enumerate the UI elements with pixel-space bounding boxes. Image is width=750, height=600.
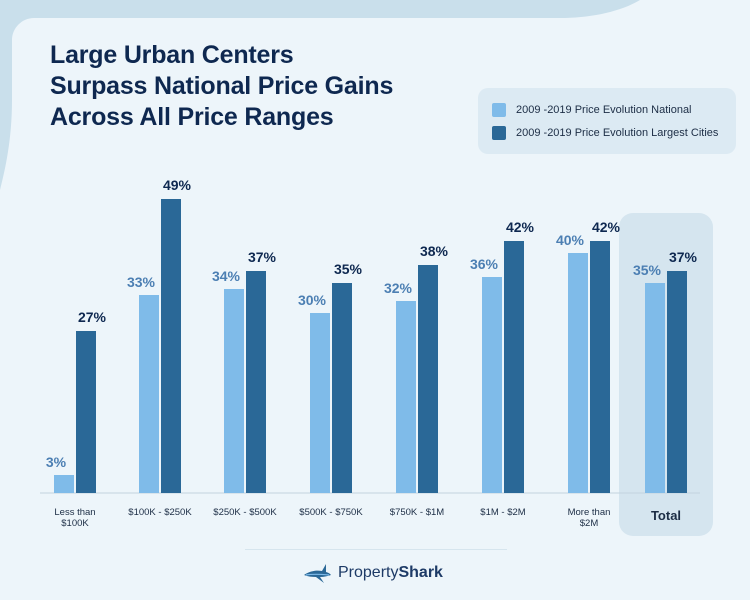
brand-name-part1: Property [338, 564, 399, 581]
legend-label: 2009 -2019 Price Evolution Largest Citie… [516, 126, 719, 139]
title-line: Large Urban Centers [50, 41, 294, 69]
x-tick-label: $500K - $750K [299, 507, 363, 518]
x-tick-label: $2M [580, 518, 599, 529]
data-label-national: 33% [127, 274, 156, 290]
x-tick-label: $100K [61, 518, 89, 529]
data-label-national: 34% [212, 268, 241, 284]
shark-logo-icon [304, 564, 331, 583]
data-label-national: 3% [46, 454, 67, 470]
data-label-cities: 27% [78, 309, 107, 325]
legend: 2009 -2019 Price Evolution National 2009… [478, 88, 736, 154]
data-label-national: 35% [633, 262, 662, 278]
bar-national [139, 295, 159, 493]
data-label-national: 30% [298, 292, 327, 308]
data-label-cities: 37% [248, 249, 277, 265]
bar-cities [76, 331, 96, 493]
bar-national [645, 283, 665, 493]
bar-cities [246, 271, 266, 493]
legend-item-national: 2009 -2019 Price Evolution National [492, 98, 722, 121]
title-line: Surpass National Price Gains [50, 72, 394, 100]
data-label-cities: 49% [163, 177, 192, 193]
bar-national [482, 277, 502, 493]
data-label-national: 32% [384, 280, 413, 296]
x-tick-label: Less than [54, 507, 95, 518]
x-tick-label: $250K - $500K [213, 507, 277, 518]
total-highlight-panel [619, 213, 713, 536]
bar-national [310, 313, 330, 493]
data-label-cities: 42% [592, 219, 621, 235]
bar-cities [332, 283, 352, 493]
bar-national [224, 289, 244, 493]
bar-national [54, 475, 74, 493]
x-tick-label: $100K - $250K [128, 507, 192, 518]
bar-cities [161, 199, 181, 493]
data-label-national: 36% [470, 256, 499, 272]
x-tick-label: More than [568, 507, 611, 518]
x-tick-label: $1M - $2M [480, 507, 525, 518]
bar-cities [590, 241, 610, 493]
legend-label: 2009 -2019 Price Evolution National [516, 103, 692, 116]
brand-logo[interactable]: Property Shark [302, 562, 443, 584]
brand-name-part2: Shark [398, 564, 443, 581]
x-tick-label: Total [651, 508, 681, 523]
data-label-national: 40% [556, 232, 585, 248]
bar-cities [667, 271, 687, 493]
bar-national [568, 253, 588, 493]
x-tick-label: $750K - $1M [390, 507, 444, 518]
chart-title: Large Urban Centers Surpass National Pri… [50, 40, 430, 133]
legend-item-cities: 2009 -2019 Price Evolution Largest Citie… [492, 121, 722, 144]
data-label-cities: 35% [334, 261, 363, 277]
data-label-cities: 42% [506, 219, 535, 235]
footer-divider [245, 549, 507, 550]
data-label-cities: 38% [420, 243, 449, 259]
legend-swatch-cities [492, 125, 506, 140]
title-line: Across All Price Ranges [50, 103, 334, 131]
bar-cities [418, 265, 438, 493]
legend-swatch-national [492, 102, 506, 117]
bar-national [396, 301, 416, 493]
data-label-cities: 37% [669, 249, 698, 265]
bar-cities [504, 241, 524, 493]
